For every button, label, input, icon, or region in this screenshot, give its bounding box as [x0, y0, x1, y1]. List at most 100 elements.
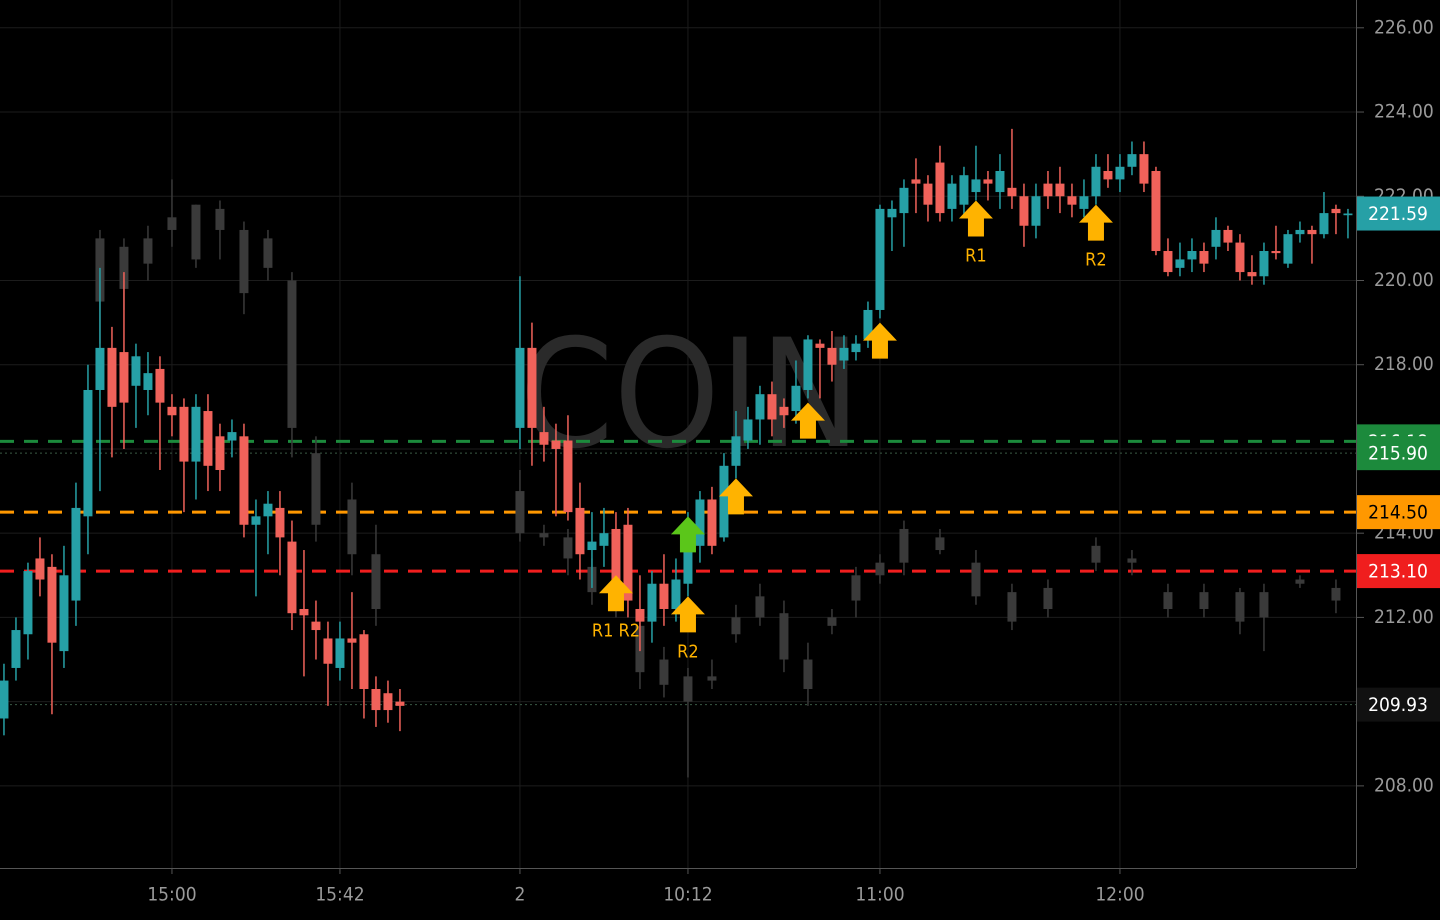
candle-body — [875, 208, 885, 310]
candle-body — [791, 385, 801, 412]
signal-arrow — [598, 575, 633, 612]
candle-body — [1223, 229, 1233, 243]
candle-body — [191, 204, 201, 260]
candle-body — [1307, 229, 1317, 235]
candle-body — [83, 389, 93, 517]
candle-body — [851, 575, 861, 601]
candle-body — [815, 343, 825, 348]
candle-body — [359, 634, 369, 690]
candle-body — [299, 608, 309, 616]
y-tick-label: 218.00 — [1374, 353, 1434, 375]
candle-body — [1019, 196, 1029, 226]
candle-body — [671, 579, 681, 609]
candle-body — [1091, 166, 1101, 197]
candle-body — [1043, 587, 1053, 609]
candle-body — [935, 537, 945, 551]
candle-body — [1259, 251, 1269, 277]
candle-body — [959, 175, 969, 205]
candle-body — [923, 183, 933, 205]
candle-body — [1043, 183, 1053, 197]
candle-body — [1007, 592, 1017, 622]
candle-body — [167, 217, 177, 230]
candle-body — [539, 432, 549, 445]
candle-body — [395, 701, 405, 706]
candle-body — [1163, 592, 1173, 609]
candle-body — [695, 499, 705, 546]
candle-body — [47, 566, 57, 643]
candle-body — [839, 347, 849, 361]
candle-body — [935, 162, 945, 214]
candle-body — [731, 617, 741, 635]
y-tick-label: 212.00 — [1374, 606, 1434, 628]
candle-body — [107, 347, 117, 407]
candle-body — [983, 179, 993, 184]
candle-body — [203, 411, 213, 466]
candle-body — [23, 571, 33, 635]
candle-body — [155, 368, 165, 403]
candle-body — [95, 347, 105, 390]
candle-body — [515, 491, 525, 534]
candle-body — [0, 680, 9, 719]
candle-body — [371, 689, 381, 711]
candle-body — [911, 179, 921, 184]
candle-body — [551, 440, 561, 449]
candle-body — [263, 503, 273, 517]
candle-body — [275, 507, 285, 538]
candle-body — [179, 406, 189, 462]
candle-body — [755, 394, 765, 420]
price-label: 209.93 — [1368, 694, 1428, 716]
candle-body — [755, 596, 765, 618]
candle-body — [563, 537, 573, 559]
candle-body — [611, 528, 621, 584]
candle-body — [371, 554, 381, 609]
candle-body — [287, 541, 297, 614]
signal-arrow — [670, 516, 705, 553]
candle-body — [539, 533, 549, 538]
candle-body — [323, 638, 333, 664]
candle-body — [1115, 166, 1125, 180]
candle-body — [119, 352, 129, 403]
candle-body — [71, 507, 81, 601]
price-label-box — [1357, 554, 1440, 589]
candle-body — [1163, 251, 1173, 273]
candle-body — [1295, 579, 1305, 584]
candle-body — [803, 659, 813, 690]
candle-body — [827, 617, 837, 626]
candle-body — [767, 394, 777, 420]
signal-arrow — [790, 402, 825, 439]
candle-body — [311, 621, 321, 631]
candle-body — [659, 659, 669, 685]
candle-body — [1199, 251, 1209, 264]
candle-body — [263, 238, 273, 268]
x-tick-label: 2 — [515, 884, 526, 906]
price-label-box — [1357, 687, 1440, 722]
candle-body — [1295, 229, 1305, 235]
candle-body — [707, 499, 717, 546]
candle-body — [1283, 234, 1293, 264]
candle-body — [1319, 213, 1329, 235]
candle-body — [311, 453, 321, 525]
candle-body — [215, 436, 225, 471]
candle-body — [1199, 592, 1209, 609]
candle-body — [347, 499, 357, 555]
candle-body — [827, 347, 837, 365]
candle-body — [575, 507, 585, 555]
x-tick-label: 11:00 — [855, 884, 904, 906]
candle-body — [563, 440, 573, 513]
x-tick-label: 12:00 — [1095, 884, 1144, 906]
candle-body — [1079, 196, 1089, 209]
candle-body — [1175, 259, 1185, 268]
x-tick-label: 15:42 — [315, 884, 364, 906]
candle-body — [227, 432, 237, 441]
candle-body — [35, 558, 45, 580]
candle-body — [971, 179, 981, 193]
candle-body — [1055, 183, 1065, 197]
x-tick-label: 15:00 — [147, 884, 196, 906]
signal-arrow — [718, 478, 753, 515]
candle-body — [191, 406, 201, 462]
candle-body — [1139, 154, 1149, 184]
candle-body — [1091, 545, 1101, 563]
candle-body — [167, 406, 177, 416]
candle-body — [251, 516, 261, 525]
candle-body — [59, 575, 69, 652]
